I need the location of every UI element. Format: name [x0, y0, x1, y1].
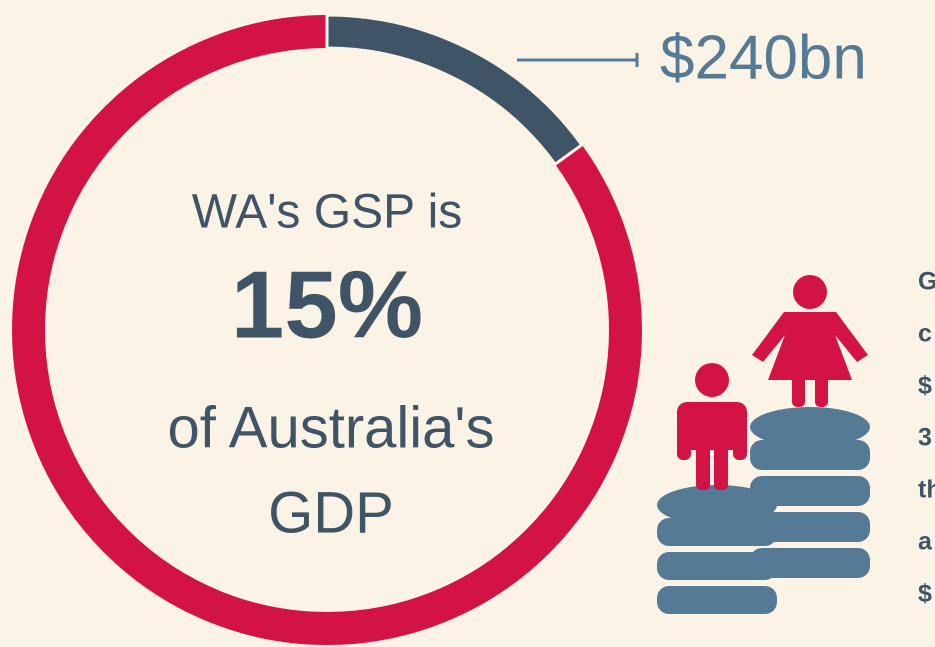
side-text-line: $: [918, 372, 932, 400]
center-value: 15%: [231, 251, 423, 358]
side-text-line: 3: [918, 424, 932, 452]
annotation: $240bn: [660, 23, 867, 92]
side-text-line: G: [918, 268, 935, 296]
coin-stacks: [657, 407, 870, 614]
side-text-line: $: [918, 580, 932, 608]
side-text-line: th: [918, 476, 935, 504]
center-text-top: WA's GSP is: [192, 186, 463, 239]
donut: [12, 13, 642, 645]
side-text-line: a: [918, 528, 933, 556]
center-text-bottom: of Australia's: [167, 395, 494, 460]
side-text-line: c: [918, 320, 932, 348]
center-text-bottom: GDP: [268, 480, 394, 545]
man-icon: [677, 363, 747, 490]
donut-segment: [325, 13, 584, 167]
side-text: Gc $3 th a $: [918, 268, 935, 608]
woman-icon: [752, 275, 868, 407]
